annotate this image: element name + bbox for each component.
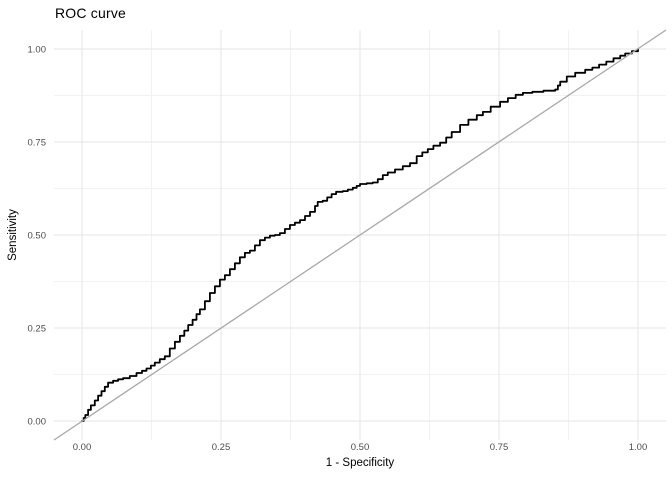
chart-title: ROC curve bbox=[55, 5, 127, 21]
x-axis-tick-label: 0.00 bbox=[73, 442, 92, 453]
x-axis-tick-label: 0.75 bbox=[490, 442, 509, 453]
x-axis-tick-label: 0.50 bbox=[351, 442, 370, 453]
roc-curve-line bbox=[81, 48, 639, 422]
y-axis-tick-label: 0.50 bbox=[28, 231, 47, 242]
x-axis-title: 1 - Specificity bbox=[325, 457, 395, 469]
x-axis-tick-label: 1.00 bbox=[629, 442, 648, 453]
y-axis-tick-label: 0.75 bbox=[28, 138, 47, 149]
diagonal-reference-line bbox=[53, 29, 667, 441]
y-axis-tick-label: 1.00 bbox=[28, 45, 47, 56]
y-axis-title: Sensitivity bbox=[7, 209, 19, 261]
x-axis-tick-label: 0.25 bbox=[212, 442, 231, 453]
y-axis-tick-label: 0.00 bbox=[28, 417, 47, 428]
y-axis-tick-label: 0.25 bbox=[28, 324, 47, 335]
